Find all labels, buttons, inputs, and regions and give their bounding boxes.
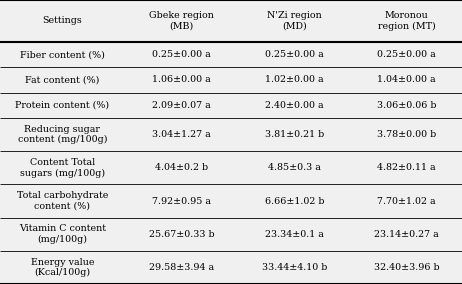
Text: Settings: Settings <box>43 16 82 26</box>
Text: 6.66±1.02 b: 6.66±1.02 b <box>265 197 324 206</box>
Text: Fat content (%): Fat content (%) <box>25 76 99 85</box>
Text: 1.02±0.00 a: 1.02±0.00 a <box>265 76 324 85</box>
Text: Energy value
(Kcal/100g): Energy value (Kcal/100g) <box>30 258 94 277</box>
Text: 1.04±0.00 a: 1.04±0.00 a <box>377 76 436 85</box>
Text: 0.25±0.00 a: 0.25±0.00 a <box>265 50 324 59</box>
Text: 2.40±0.00 a: 2.40±0.00 a <box>265 101 324 110</box>
Text: 3.81±0.21 b: 3.81±0.21 b <box>265 130 324 139</box>
Text: 1.06±0.00 a: 1.06±0.00 a <box>152 76 211 85</box>
Text: 4.04±0.2 b: 4.04±0.2 b <box>155 163 208 172</box>
Text: 4.85±0.3 a: 4.85±0.3 a <box>268 163 321 172</box>
Text: 0.25±0.00 a: 0.25±0.00 a <box>377 50 436 59</box>
Text: Gbeke region
(MB): Gbeke region (MB) <box>149 11 214 31</box>
Text: 23.14±0.27 a: 23.14±0.27 a <box>374 230 439 239</box>
Text: Protein content (%): Protein content (%) <box>15 101 109 110</box>
Text: 7.92±0.95 a: 7.92±0.95 a <box>152 197 211 206</box>
Text: 29.58±3.94 a: 29.58±3.94 a <box>149 263 214 272</box>
Text: 3.04±1.27 a: 3.04±1.27 a <box>152 130 211 139</box>
Text: Reducing sugar
content (mg/100g): Reducing sugar content (mg/100g) <box>18 125 107 145</box>
Text: 4.82±0.11 a: 4.82±0.11 a <box>377 163 436 172</box>
Text: 0.25±0.00 a: 0.25±0.00 a <box>152 50 211 59</box>
Text: Total carbohydrate
content (%): Total carbohydrate content (%) <box>17 191 108 211</box>
Text: 3.78±0.00 b: 3.78±0.00 b <box>377 130 436 139</box>
Text: 2.09±0.07 a: 2.09±0.07 a <box>152 101 211 110</box>
Text: 32.40±3.96 b: 32.40±3.96 b <box>374 263 439 272</box>
Text: 3.06±0.06 b: 3.06±0.06 b <box>377 101 436 110</box>
Text: N'Zi region
(MD): N'Zi region (MD) <box>267 11 322 31</box>
Text: Vitamin C content
(mg/100g): Vitamin C content (mg/100g) <box>19 224 106 244</box>
Text: 25.67±0.33 b: 25.67±0.33 b <box>148 230 214 239</box>
Text: 23.34±0.1 a: 23.34±0.1 a <box>265 230 324 239</box>
Text: Content Total
sugars (mg/100g): Content Total sugars (mg/100g) <box>20 158 105 178</box>
Text: 7.70±1.02 a: 7.70±1.02 a <box>377 197 436 206</box>
Text: Moronou
region (MT): Moronou region (MT) <box>378 11 435 31</box>
Text: 33.44±4.10 b: 33.44±4.10 b <box>262 263 327 272</box>
Text: Fiber content (%): Fiber content (%) <box>20 50 105 59</box>
